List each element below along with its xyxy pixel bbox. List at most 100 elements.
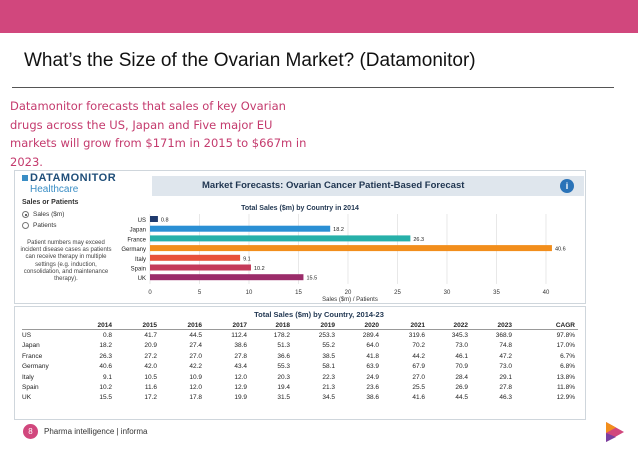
x-tick-label: 30 (444, 290, 451, 296)
x-tick-label: 20 (345, 290, 352, 296)
patient-note: Patient numbers may exceed incident dise… (20, 240, 112, 283)
x-tick-label: 25 (394, 290, 401, 296)
category-label: Germany (121, 247, 146, 253)
table-cell: 44.2 (412, 352, 425, 360)
sales-or-patients-label: Sales or Patients (22, 199, 79, 206)
table-cell: 97.8% (556, 332, 575, 339)
table-cell: 36.6 (277, 352, 290, 360)
table-row: France 26.3 27.2 27.0 27.8 36.6 38.5 41.8 44.2 46… (22, 352, 578, 361)
table-cell: 20.3 (277, 373, 290, 381)
table-row-label: UK (22, 394, 32, 402)
x-tick-label: 35 (493, 290, 500, 296)
table-cell: 34.5 (322, 394, 335, 402)
table-cell: 27.0 (412, 373, 425, 381)
footer-text: Pharma intelligence | informa (44, 427, 148, 436)
table-cell: 27.0 (189, 352, 202, 360)
category-label: Japan (130, 228, 146, 234)
table-row: US 0.8 41.7 44.5 112.4 178.2 253.3 289.4 319.6 34… (22, 331, 578, 340)
bar[interactable] (150, 216, 158, 222)
table-cell: 51.3 (277, 342, 290, 350)
bar[interactable] (150, 245, 552, 252)
table-cell: 11.6 (144, 384, 157, 391)
table-cell: 25.5 (412, 384, 425, 391)
info-icon[interactable]: i (560, 179, 574, 193)
table-cell: 38.6 (366, 394, 379, 402)
table-cell: 19.4 (277, 384, 290, 391)
table-row-label: Italy (22, 373, 34, 381)
x-tick-label: 40 (543, 290, 550, 296)
table-cell: 10.9 (189, 373, 202, 381)
logo-mark-icon (22, 175, 28, 181)
chart-x-axis-label: Sales ($m) / Patients (322, 297, 378, 303)
bar[interactable] (150, 235, 411, 242)
table-cell: 42.0 (144, 363, 157, 371)
table-cell: 55.2 (322, 342, 335, 350)
x-tick-label: 15 (295, 290, 302, 296)
bar-value-label: 10.2 (254, 266, 265, 272)
table-row: Japan 18.2 20.9 27.4 38.6 51.3 55.2 64.0 70.2 73.… (22, 341, 578, 350)
table-cell: 73.0 (499, 363, 512, 371)
bar-value-label: 15.5 (306, 276, 317, 282)
table-header-cell: 2022 (453, 322, 468, 329)
radio-selected-icon[interactable] (22, 211, 29, 218)
table-cell: 9.1 (102, 373, 112, 381)
table-cell: 41.6 (412, 394, 425, 402)
bar-value-label: 9.1 (243, 256, 251, 262)
table-row-label: US (22, 332, 32, 339)
table-header-cell: 2014 (97, 322, 112, 329)
table-cell: 0.8 (102, 332, 112, 339)
radio-sales[interactable]: Sales ($m) (22, 211, 64, 218)
table-cell: 178.2 (273, 332, 290, 339)
table-cell: 22.3 (322, 373, 335, 381)
table-header-cell: CAGR (555, 322, 575, 329)
table-cell: 43.4 (234, 363, 247, 371)
category-label: Spain (131, 267, 146, 273)
category-label: France (127, 237, 146, 243)
table-row-label: Japan (22, 342, 40, 350)
table-row: UK 15.5 17.2 17.8 19.9 31.5 34.5 38.6 41.6 44.5 46… (22, 393, 578, 402)
bar[interactable] (150, 274, 304, 281)
country-sales-chart: Total Sales ($m) by Country in 2014 US 0.… (121, 205, 566, 303)
table-cell: 19.9 (234, 394, 247, 402)
table-cell: 12.9 (234, 384, 247, 391)
table-cell: 73.0 (455, 342, 468, 350)
table-cell: 15.5 (99, 394, 112, 402)
table-header-cell: 2023 (497, 322, 512, 329)
table-header-cell: 2017 (232, 322, 247, 329)
table-cell: 11.8% (557, 384, 575, 391)
table-cell: 368.9 (495, 332, 512, 339)
bar[interactable] (150, 254, 241, 261)
table-cell: 40.6 (99, 363, 112, 371)
category-label: Italy (135, 257, 146, 263)
table-cell: 74.8 (499, 342, 512, 350)
logo-line1: DATAMONITOR (30, 172, 117, 184)
table-cell: 6.7% (560, 352, 575, 360)
table-cell: 63.9 (366, 363, 379, 371)
bar[interactable] (150, 225, 331, 232)
table-cell: 345.3 (451, 332, 468, 339)
bar[interactable] (150, 264, 251, 271)
forecast-header: Market Forecasts: Ovarian Cancer Patient… (152, 176, 584, 196)
table-cell: 26.3 (99, 352, 112, 360)
bar-value-label: 18.2 (333, 227, 344, 233)
table-cell: 112.4 (231, 332, 247, 339)
sales-table-panel (14, 306, 586, 420)
table-title: Total Sales ($m) by Country, 2014-23 (254, 310, 384, 319)
bar-value-label: 40.6 (555, 247, 566, 253)
table-cell: 67.9 (412, 363, 425, 371)
table-cell: 289.4 (362, 332, 379, 339)
table-cell: 46.3 (499, 394, 512, 402)
radio-patients[interactable]: Patients (22, 222, 57, 229)
slide-title: What’s the Size of the Ovarian Market? (… (24, 50, 476, 71)
table-cell: 64.0 (366, 342, 379, 350)
radio-unselected-icon[interactable] (22, 222, 29, 229)
table-row: Spain 10.2 11.6 12.0 12.9 19.4 21.3 23.6 25.5 26.… (22, 383, 578, 392)
table-cell: 38.5 (322, 352, 335, 360)
table-header-cell: 2020 (364, 322, 379, 329)
table-row-label: Germany (22, 363, 49, 371)
bar-value-label: 26.3 (413, 237, 424, 243)
table-cell: 23.6 (366, 384, 379, 391)
table-row: Germany 40.6 42.0 42.2 43.4 55.3 58.1 63.9 67.9 7… (22, 362, 578, 371)
table-cell: 42.2 (189, 363, 202, 371)
table-cell: 27.4 (189, 342, 202, 350)
